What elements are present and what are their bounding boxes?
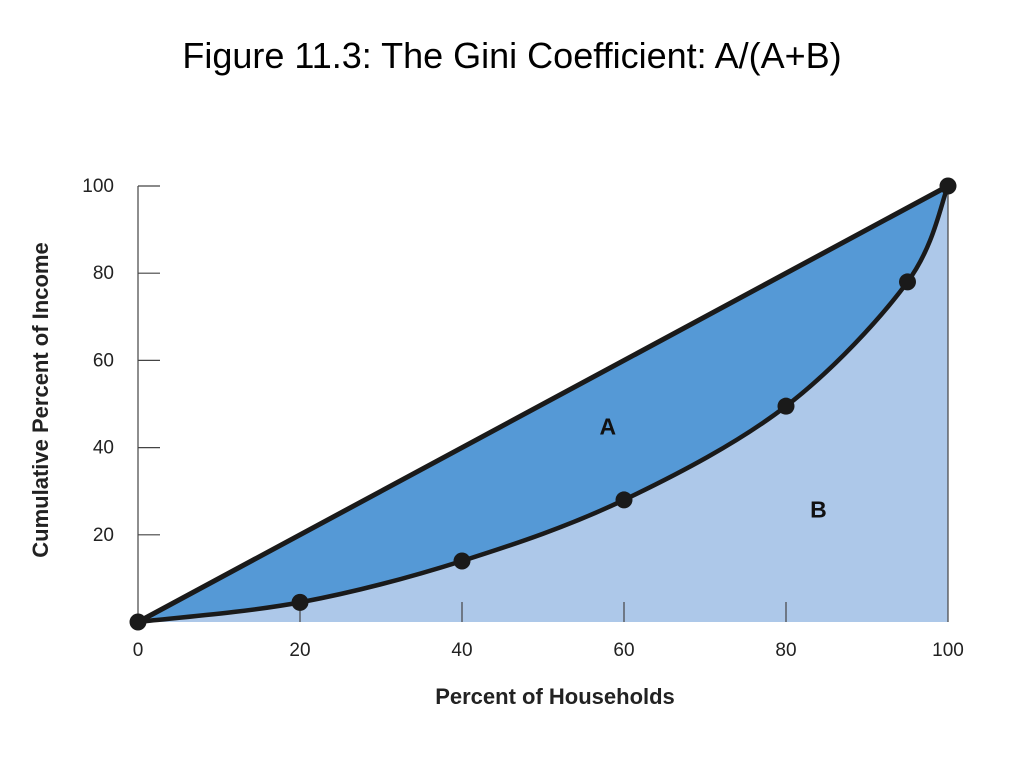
y-tick-label-80: 80 (93, 263, 114, 284)
y-tick-label-100: 100 (82, 176, 114, 197)
y-axis-label: Cumulative Percent of Income (28, 242, 53, 557)
lorenz-point-0 (129, 613, 147, 631)
x-tick-label-80: 80 (775, 640, 796, 661)
x-tick-label-20: 20 (289, 640, 310, 661)
x-tick-label-100: 100 (932, 640, 964, 661)
chart-title: Figure 11.3: The Gini Coefficient: A/(A+… (182, 35, 842, 76)
x-axis-label: Percent of Households (435, 684, 675, 709)
y-tick-label-20: 20 (93, 525, 114, 546)
y-tick-label-40: 40 (93, 438, 114, 459)
lorenz-point-80 (777, 397, 795, 415)
lorenz-point-95 (899, 273, 916, 291)
region-label-b: B (810, 496, 827, 522)
lorenz-point-100 (939, 177, 957, 195)
x-tick-label-60: 60 (613, 640, 634, 661)
lorenz-point-60 (615, 491, 633, 509)
y-tick-label-60: 60 (93, 350, 114, 371)
lorenz-point-40 (453, 552, 471, 570)
x-tick-label-0: 0 (133, 640, 144, 661)
lorenz-point-20 (291, 593, 309, 611)
region-b-fill (138, 186, 948, 622)
x-tick-label-40: 40 (451, 640, 472, 661)
region-label-a: A (599, 414, 616, 440)
line-of-equality (135, 183, 951, 625)
labels-layer: A B Percent of Households Cumulative Percen… (28, 242, 827, 709)
points-layer (129, 177, 957, 631)
axes-layer: 20 40 60 80 100 0 20 40 60 80 100 (82, 176, 964, 661)
